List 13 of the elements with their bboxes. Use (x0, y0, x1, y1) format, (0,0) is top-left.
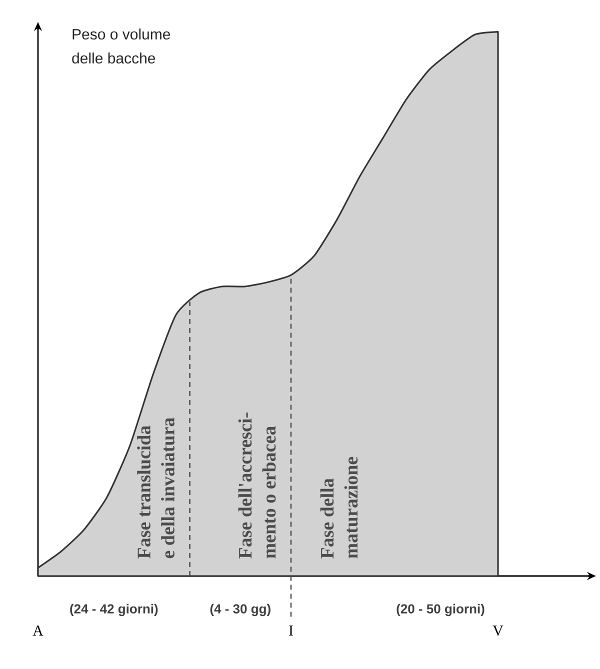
annotation: Fase dell'accresci- (238, 412, 252, 558)
y-axis-title: Peso o volume delle bacche (72, 28, 170, 64)
text: (24 - 42 giorni) (70, 604, 158, 616)
annotation: Fase della (320, 478, 334, 558)
x-tick-label: V (492, 626, 504, 636)
annotation: maturazione (344, 456, 358, 558)
x-tick-label: I (289, 626, 293, 636)
annotation: Fase translucida (137, 426, 151, 558)
annotation: mento o erbacea (262, 426, 276, 558)
text: (4 - 30 gg) (210, 604, 270, 616)
x-tick-label: A (32, 626, 44, 636)
annotation: e della invaiatura (161, 418, 175, 558)
text: (20 - 50 giorni) (396, 604, 484, 616)
